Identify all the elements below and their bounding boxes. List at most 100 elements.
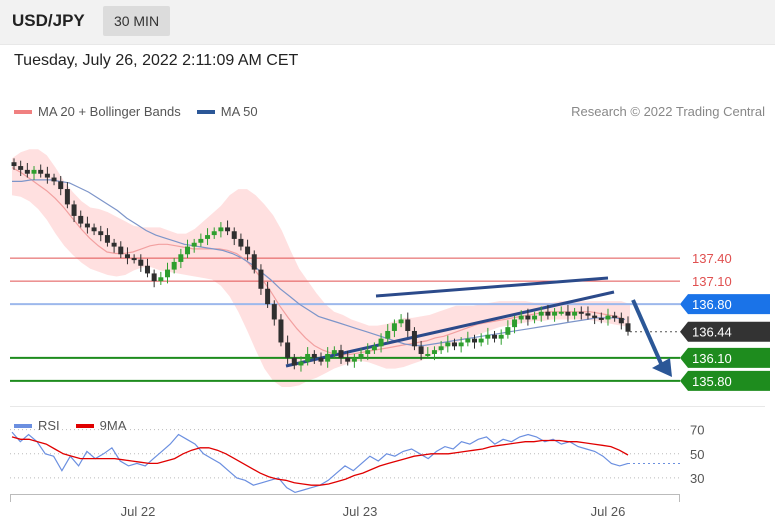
level-lines (10, 257, 680, 382)
candle-body (71, 204, 77, 216)
candle-body (285, 342, 291, 358)
legend-rsi-swatch (14, 423, 32, 428)
candle-body (445, 342, 451, 347)
forecast-arrow-head (652, 358, 672, 377)
candle-body (325, 353, 331, 362)
candle-body (398, 319, 404, 324)
candle-body (451, 342, 457, 347)
candle-body (592, 315, 598, 318)
level-136-80-tag (680, 294, 770, 315)
symbol-label: USD/JPY (12, 11, 85, 30)
candle-body (271, 304, 277, 320)
candle-body (144, 265, 150, 274)
candle-body (58, 181, 64, 190)
candle-body (485, 334, 491, 339)
candle-body (118, 246, 124, 255)
candle-body (225, 227, 231, 232)
x-tick-jul-23: Jul 23 (343, 504, 378, 519)
candle-body (552, 311, 558, 316)
candle-body (605, 315, 611, 320)
candle-body (425, 353, 431, 356)
candle-body (625, 323, 631, 332)
rsi-panel (11, 431, 680, 494)
candle-body (171, 261, 177, 270)
header-divider (0, 44, 775, 45)
candle-body (198, 238, 204, 243)
candle-body (218, 227, 224, 232)
level-137-10-label: 137.10 (692, 274, 732, 289)
level-136-44-tag (680, 321, 770, 342)
candle-body (231, 231, 237, 239)
candle-body (338, 350, 344, 358)
rsi-tick-50: 50 (690, 447, 704, 462)
forecast-arrow-shaft (631, 299, 665, 369)
candle-body (131, 258, 137, 261)
candle-body (525, 315, 531, 320)
candle-body (91, 227, 97, 232)
rsi-tick-70: 70 (690, 423, 704, 438)
candle-body (331, 350, 337, 354)
candle-body (472, 338, 477, 343)
level-135-80-tag (680, 370, 770, 391)
candle-body (585, 313, 591, 316)
candle-body (391, 323, 397, 331)
candle-body (532, 315, 538, 320)
candle-body (405, 319, 411, 331)
candle-body (618, 317, 624, 324)
candle-body (498, 334, 504, 339)
candle-body (431, 350, 437, 354)
candle-body (378, 338, 384, 347)
candle-body (278, 319, 284, 343)
x-axis-right-tick (679, 494, 680, 502)
candle-body (18, 166, 24, 170)
candle-body (138, 259, 144, 266)
candle-body (11, 162, 17, 167)
candle-body (545, 311, 551, 316)
level-labels: 137.40 137.10 136.80 136.44 136.10 135.80 (680, 251, 770, 391)
candle-body (205, 235, 211, 239)
candle-body (565, 311, 571, 316)
candle-body (151, 273, 157, 282)
ma50-line (12, 179, 626, 347)
candle-body (158, 277, 164, 282)
candle-body (245, 246, 251, 255)
candle-body (24, 169, 30, 174)
trend-upper-line (375, 276, 609, 298)
level-136-44-label: 136.44 (692, 325, 732, 340)
candle-body (185, 246, 191, 255)
candle-body (311, 353, 317, 358)
timeframe-button[interactable]: 30 MIN (103, 6, 170, 36)
candle-body (505, 327, 511, 335)
candle-body (538, 311, 544, 316)
rsi-9ma-line (11, 436, 629, 486)
candle-body (385, 330, 391, 339)
candle-body (78, 215, 84, 224)
level-136-10-label: 136.10 (692, 351, 732, 366)
candle-body (44, 173, 50, 178)
legend-ma50-swatch (196, 109, 215, 114)
candle-body (358, 353, 364, 358)
candle-body (465, 338, 471, 343)
candle-body (51, 177, 57, 182)
research-credit: Research © 2022 Trading Central (571, 104, 765, 119)
candle-body (598, 317, 604, 320)
chart-header: USD/JPY 30 MIN (0, 0, 775, 44)
candle-body (191, 242, 197, 247)
rsi-tick-30: 30 (690, 471, 704, 486)
candle-body (572, 311, 578, 316)
candle-body (318, 357, 324, 362)
candle-body (411, 330, 417, 347)
candle-body (612, 315, 618, 318)
candle-body (298, 361, 304, 366)
candle-body (98, 231, 104, 236)
timestamp: Tuesday, July 26, 2022 2:11:09 AM CET (14, 52, 299, 69)
legend-ma20: MA 20 + Bollinger Bands (14, 104, 181, 119)
candle-body (84, 223, 90, 228)
panel-divider (10, 406, 765, 407)
candle-body (345, 357, 351, 362)
candle-body (438, 346, 444, 351)
candle-body (418, 346, 424, 354)
candle-body (104, 235, 110, 243)
candle-body (458, 342, 464, 347)
